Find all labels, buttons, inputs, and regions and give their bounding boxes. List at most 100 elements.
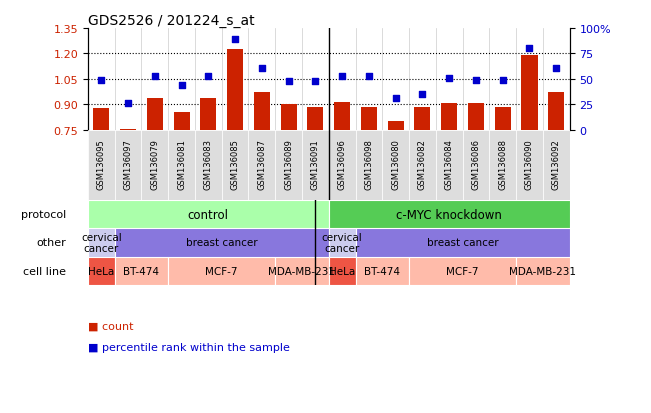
Bar: [307, 108, 324, 131]
Bar: [382, 131, 409, 201]
Point: [417, 92, 428, 98]
Text: GSM136079: GSM136079: [150, 139, 159, 190]
Bar: [468, 103, 484, 131]
Text: GSM136090: GSM136090: [525, 139, 534, 190]
Bar: [146, 99, 163, 131]
Point: [283, 78, 294, 85]
Text: GSM136087: GSM136087: [257, 139, 266, 190]
Text: GSM136097: GSM136097: [124, 139, 133, 190]
Bar: [174, 113, 189, 131]
Text: GSM136096: GSM136096: [338, 139, 346, 190]
Text: GSM136086: GSM136086: [471, 139, 480, 190]
Bar: [548, 93, 564, 131]
Text: MCF-7: MCF-7: [206, 266, 238, 276]
Text: GSM136082: GSM136082: [418, 139, 427, 190]
Bar: [334, 102, 350, 131]
Bar: [168, 257, 275, 285]
Bar: [254, 93, 270, 131]
Text: HeLa: HeLa: [329, 266, 355, 276]
Point: [256, 65, 267, 72]
Bar: [275, 257, 329, 285]
Bar: [409, 257, 516, 285]
Bar: [329, 257, 355, 285]
Text: MDA-MB-231: MDA-MB-231: [268, 266, 335, 276]
Bar: [361, 108, 377, 131]
Point: [444, 76, 454, 82]
Bar: [387, 122, 404, 131]
Bar: [249, 131, 275, 201]
Text: cell line: cell line: [23, 266, 66, 276]
Bar: [141, 131, 168, 201]
Point: [471, 77, 481, 84]
Text: cervical
cancer: cervical cancer: [322, 232, 363, 254]
Bar: [115, 257, 168, 285]
Bar: [436, 131, 463, 201]
Bar: [120, 130, 136, 131]
Bar: [521, 56, 538, 131]
Text: breast cancer: breast cancer: [186, 238, 258, 248]
Text: other: other: [36, 238, 66, 248]
Text: GSM136088: GSM136088: [498, 139, 507, 190]
Text: GSM136095: GSM136095: [97, 139, 105, 190]
Bar: [222, 131, 249, 201]
Point: [391, 96, 401, 102]
Point: [310, 78, 320, 85]
Text: protocol: protocol: [21, 210, 66, 220]
Bar: [201, 99, 216, 131]
Text: GSM136080: GSM136080: [391, 139, 400, 190]
Bar: [93, 109, 109, 131]
Bar: [302, 131, 329, 201]
Bar: [543, 131, 570, 201]
Point: [203, 74, 214, 81]
Text: GSM136091: GSM136091: [311, 139, 320, 190]
Bar: [409, 131, 436, 201]
Text: cervical
cancer: cervical cancer: [81, 232, 122, 254]
Bar: [115, 131, 141, 201]
Text: ■ percentile rank within the sample: ■ percentile rank within the sample: [88, 342, 290, 352]
Text: BT-474: BT-474: [124, 266, 159, 276]
Text: GSM136084: GSM136084: [445, 139, 454, 190]
Bar: [88, 229, 115, 257]
Text: GSM136092: GSM136092: [552, 139, 561, 190]
Bar: [195, 131, 222, 201]
Bar: [88, 131, 115, 201]
Bar: [516, 257, 570, 285]
Bar: [329, 229, 355, 257]
Point: [150, 74, 160, 81]
Bar: [355, 257, 409, 285]
Text: MCF-7: MCF-7: [447, 266, 479, 276]
Point: [230, 37, 240, 43]
Text: ■ count: ■ count: [88, 321, 133, 331]
Text: GSM136089: GSM136089: [284, 139, 293, 190]
Bar: [495, 108, 511, 131]
Point: [497, 77, 508, 84]
Bar: [415, 108, 430, 131]
Bar: [115, 229, 329, 257]
Bar: [355, 131, 382, 201]
Bar: [227, 50, 243, 131]
Text: HeLa: HeLa: [88, 266, 115, 276]
Text: GSM136081: GSM136081: [177, 139, 186, 190]
Bar: [88, 257, 115, 285]
Bar: [329, 201, 570, 229]
Bar: [168, 131, 195, 201]
Point: [337, 74, 348, 81]
Point: [524, 45, 534, 52]
Text: GSM136098: GSM136098: [365, 139, 374, 190]
Text: GDS2526 / 201224_s_at: GDS2526 / 201224_s_at: [88, 14, 255, 28]
Text: control: control: [188, 208, 229, 221]
Text: BT-474: BT-474: [365, 266, 400, 276]
Point: [364, 74, 374, 81]
Point: [96, 77, 107, 84]
Point: [551, 65, 561, 72]
Bar: [441, 103, 457, 131]
Bar: [355, 229, 570, 257]
Bar: [88, 201, 329, 229]
Bar: [329, 131, 355, 201]
Text: GSM136085: GSM136085: [230, 139, 240, 190]
Text: MDA-MB-231: MDA-MB-231: [509, 266, 576, 276]
Bar: [275, 131, 302, 201]
Point: [176, 82, 187, 89]
Text: GSM136083: GSM136083: [204, 139, 213, 190]
Point: [123, 100, 133, 107]
